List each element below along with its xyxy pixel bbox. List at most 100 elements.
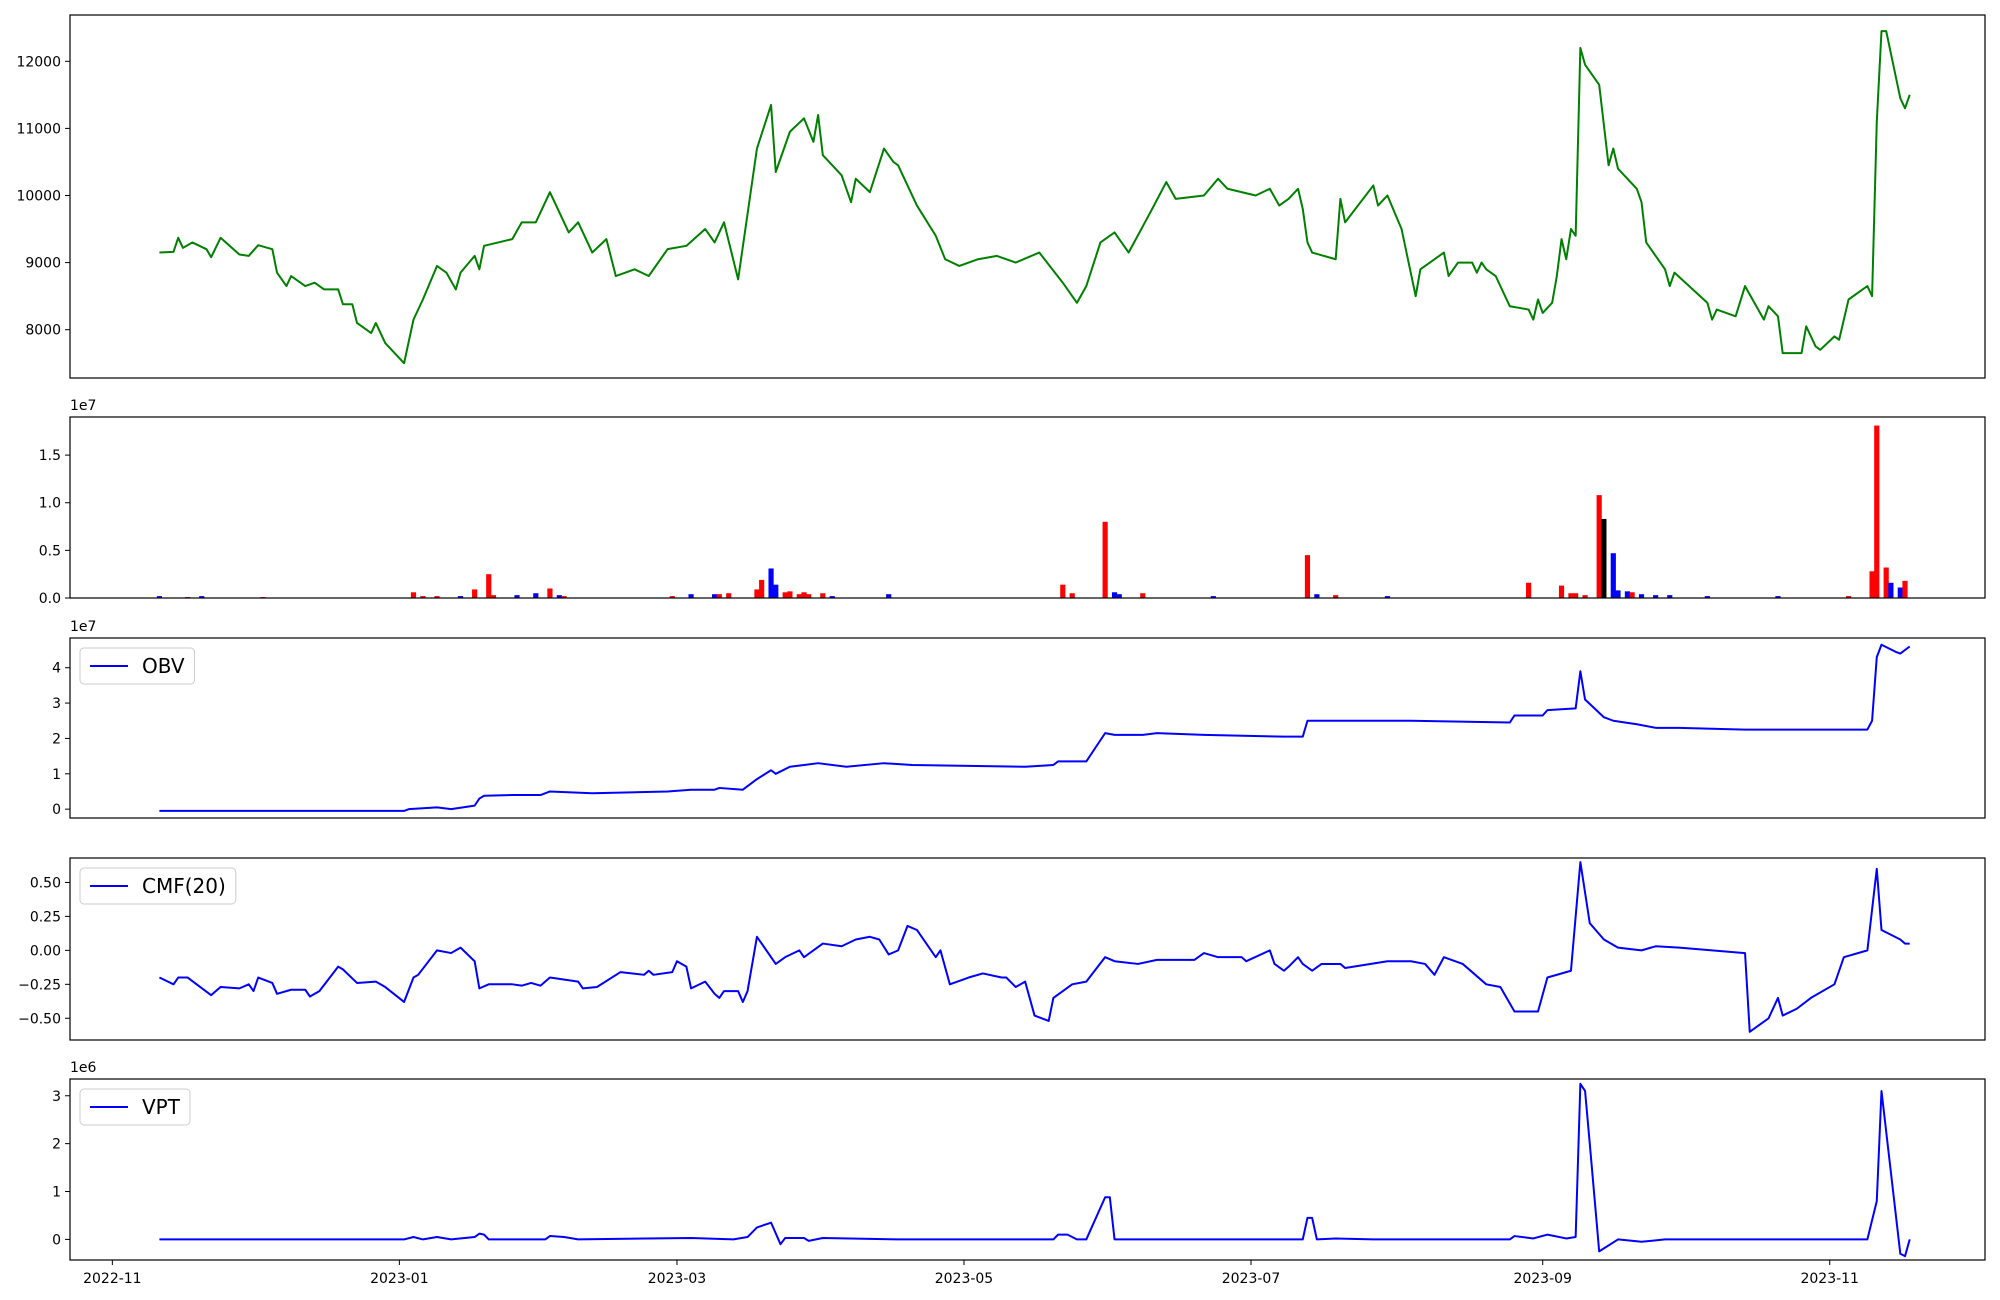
y-tick-label: −0.25 [18,977,61,993]
bar [1869,571,1875,598]
bar [1845,596,1852,598]
y-tick-label: 1.0 [39,496,61,512]
y-tick-label: 0.50 [30,875,61,891]
legend-label: VPT [142,1095,181,1119]
x-tick-label: 2023-01 [370,1271,429,1287]
axis-offset-label: 1e7 [70,619,96,635]
bar [1582,595,1588,598]
y-tick-label: −0.50 [18,1011,61,1027]
bar [1210,596,1216,598]
legend-box [79,1088,191,1126]
bar [561,596,567,598]
bar [688,594,694,598]
x-tick-label: 2022-11 [83,1271,142,1287]
bar [801,592,807,598]
y-tick-label: 1.5 [39,448,61,464]
bar [1314,594,1320,598]
bar [754,589,760,598]
panel: 0.0 0.5 1.0 1.5 1e7 [39,398,1986,607]
bar [1653,595,1659,598]
y-tick-label: 8000 [25,323,61,339]
bar [716,594,722,598]
bar [886,594,892,598]
bar [1629,592,1635,598]
bar [796,594,802,598]
bar [787,591,793,598]
bar [1667,595,1673,598]
bar [1624,591,1630,598]
bar [420,596,426,598]
bar [486,574,492,598]
plot-area [159,30,1911,365]
bar [1111,592,1118,598]
legend-label: CMF(20) [142,874,226,898]
bar [1304,555,1311,598]
x-tick-label: 2023-07 [1222,1271,1281,1287]
bar [1568,593,1574,598]
bar [1573,593,1579,598]
bar [533,593,539,598]
bar [490,595,497,598]
y-tick-label: 9000 [25,256,61,272]
bar [1116,594,1122,598]
bar [472,589,478,598]
y-tick-label: 0.25 [30,909,61,925]
bar [1874,425,1880,598]
plot-frame [69,416,1986,599]
x-tick-label: 2023-11 [1800,1271,1859,1287]
bar [457,596,464,598]
y-tick-label: 4 [52,661,61,677]
plot-frame [69,14,1986,379]
x-tick-label: 2023-03 [648,1271,707,1287]
bar [1333,595,1339,598]
series-line [159,30,1911,365]
bar [1140,593,1146,598]
bar [829,596,835,598]
y-tick-label: 0.0 [39,591,61,607]
plot-area [159,643,1911,812]
legend: OBV [79,647,196,685]
y-tick-label: 12000 [16,54,61,70]
panel: 0 1 2 3 4 1e7 OBV [52,619,1986,819]
panel: 8000 9000 10000 11000 12000 [16,14,1986,379]
bar [1102,521,1108,598]
plot-area [158,861,1910,1033]
bar [1558,585,1565,598]
bar [199,596,205,598]
bar [759,579,765,598]
bar [156,596,162,598]
axis-offset-label: 1e7 [70,398,96,414]
y-tick-label: 0 [52,802,61,818]
bar [547,588,553,598]
series-line [159,643,1911,812]
bar [1610,553,1616,598]
bar [410,592,417,598]
y-tick-label: 11000 [16,121,61,137]
y-tick-label: 3 [52,1089,61,1105]
y-tick-label: 0.00 [30,943,61,959]
bar [1888,582,1894,598]
x-tick-label: 2023-09 [1513,1271,1572,1287]
y-tick-label: 10000 [16,188,61,204]
y-tick-label: 1 [52,767,61,783]
series-line [158,861,1910,1033]
legend: VPT [79,1088,191,1126]
bar [1601,518,1607,598]
legend-box [79,867,237,905]
y-tick-label: 3 [52,696,61,712]
bar [669,596,675,598]
bar [782,592,788,598]
legend: CMF(20) [79,867,237,905]
bar [1902,580,1908,598]
plot-frame [69,1078,1986,1261]
bar [1384,596,1391,598]
bar [1883,567,1889,598]
plot-frame [69,637,1986,819]
panel: −0.50 −0.25 0.00 0.25 0.50 CMF(20) [18,857,1986,1041]
bar [1596,495,1602,598]
y-tick-label: 2 [52,1137,61,1153]
bar [1060,584,1066,598]
bar [768,568,774,598]
